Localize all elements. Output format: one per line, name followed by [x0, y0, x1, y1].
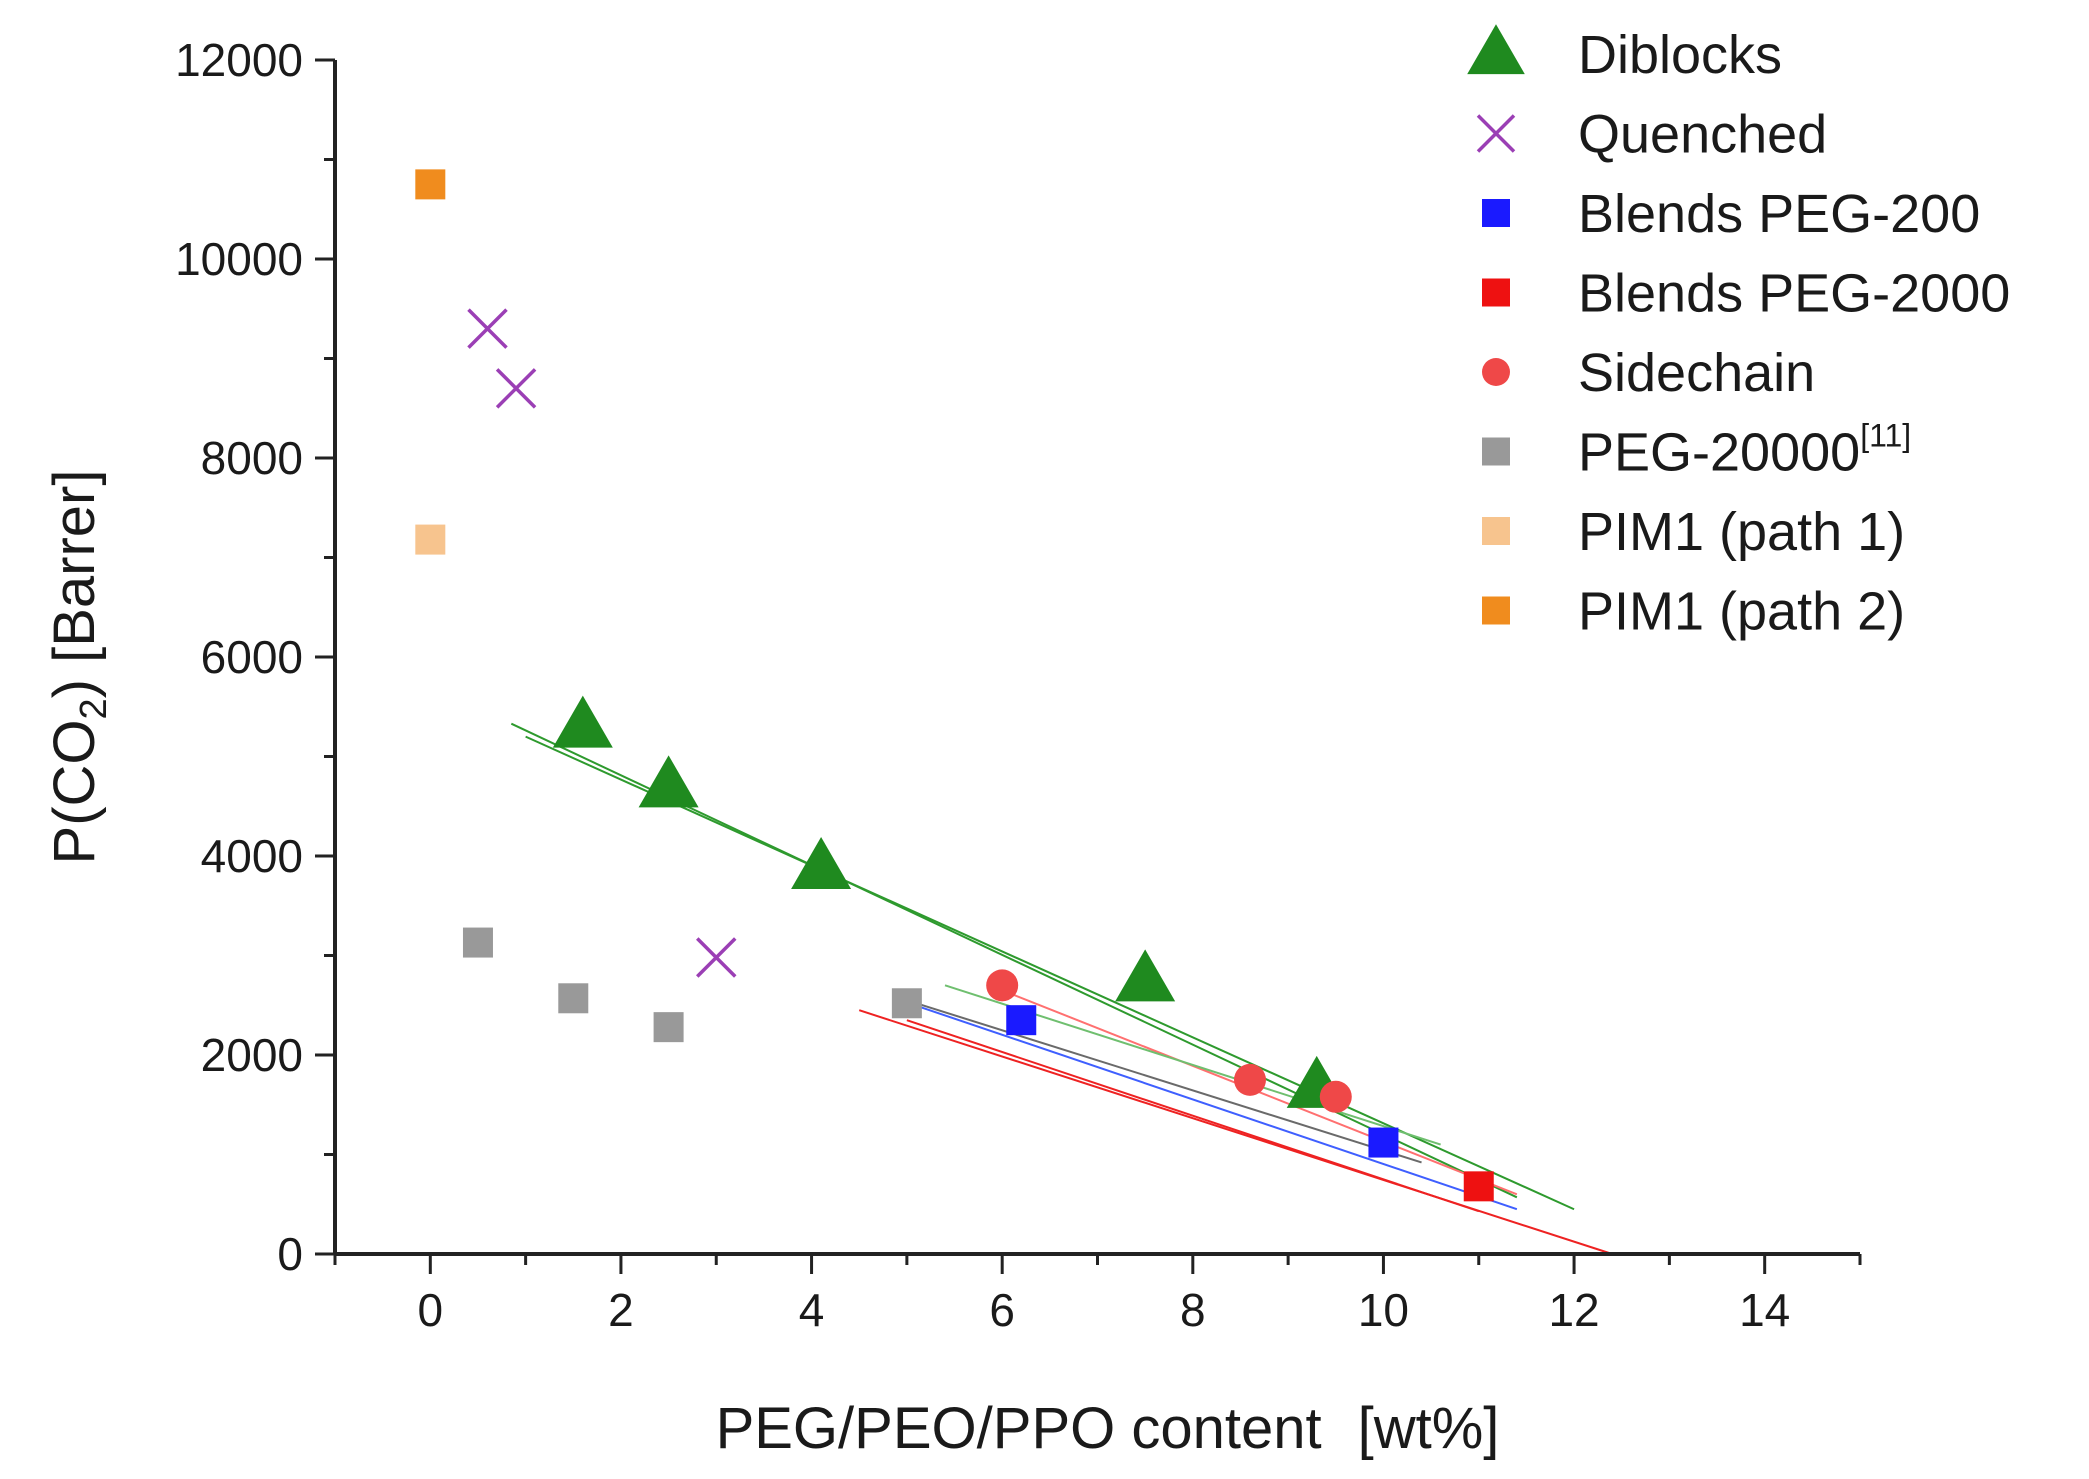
peg2000-fit-a	[858, 1009, 1613, 1255]
x-tick-label: 10	[1358, 1284, 1409, 1336]
pim1-path-1-point	[415, 524, 446, 555]
x-tick-label: 6	[989, 1284, 1015, 1336]
legend-blends-peg-200-marker	[1482, 199, 1510, 227]
peg-20000-point	[653, 1012, 684, 1043]
quenched-point	[696, 937, 737, 978]
legend-pim1-path-2-marker	[1482, 596, 1510, 625]
diblocks-point	[638, 755, 699, 808]
peg2000-fit-b	[906, 1019, 1480, 1213]
blends-peg-2000-point	[1463, 1171, 1494, 1202]
legend-peg-20000-marker	[1482, 437, 1510, 466]
diblocks-point	[552, 695, 613, 748]
y-axis-title: P(CO2) [Barrer]	[42, 470, 115, 865]
diblocks-point	[791, 836, 852, 889]
y-ticks: 0 2000 4000 6000 8000 10000 12000	[175, 34, 335, 1280]
y-tick-label: 10000	[175, 233, 303, 285]
axes: 0 2 4 6 8 10 12 14 0 2000 4000 6000 8000 10000 12000	[175, 34, 1862, 1336]
legend-peg-20000-label: PEG-20000[11]	[1578, 418, 1911, 483]
sidechain-point	[1234, 1063, 1266, 1096]
legend-pim1-path-1-marker	[1482, 517, 1510, 545]
quenched-point	[495, 368, 537, 409]
peg-20000-point	[462, 927, 493, 958]
x-axis-title: PEG/PEO/PPO content [wt%]	[716, 1396, 1500, 1461]
legend-blends-peg-2000-label: Blends PEG-2000	[1578, 264, 2010, 324]
diblocks-fit-b	[525, 735, 1575, 1211]
x-tick-label: 14	[1739, 1284, 1790, 1336]
legend-pim1-path-1-label: PIM1 (path 1)	[1578, 502, 1905, 562]
legend: Diblocks Quenched Blends PEG-200 Blends PEG…	[1467, 24, 2010, 642]
x-tick-label: 4	[799, 1284, 825, 1336]
legend-quenched-marker	[1476, 114, 1516, 153]
legend-sidechain-marker	[1482, 358, 1510, 386]
y-tick-label: 6000	[201, 631, 303, 683]
plot-area	[415, 169, 1613, 1255]
y-tick-label: 0	[277, 1228, 303, 1280]
peg-20000-point	[558, 983, 589, 1014]
x-tick-label: 2	[608, 1284, 634, 1336]
y-tick-label: 4000	[201, 830, 303, 882]
diblocks-point	[1115, 949, 1176, 1002]
data-points	[415, 169, 1494, 1202]
peg-20000-point	[891, 988, 922, 1019]
sidechain-point	[986, 969, 1019, 1002]
sidechain-point	[1319, 1080, 1352, 1113]
x-tick-label: 8	[1180, 1284, 1206, 1336]
legend-quenched-label: Quenched	[1578, 105, 1827, 165]
legend-blends-peg-2000-marker	[1482, 278, 1510, 307]
peg200-fit	[897, 998, 1518, 1211]
y-tick-label: 2000	[201, 1029, 303, 1081]
x-tick-label: 0	[418, 1284, 444, 1336]
blends-peg-200-point	[1368, 1127, 1399, 1158]
peg20000-fit	[906, 999, 1422, 1164]
legend-blends-peg-200-label: Blends PEG-200	[1578, 184, 1980, 244]
y-tick-label: 8000	[201, 432, 303, 484]
legend-diblocks-label: Diblocks	[1578, 25, 1782, 85]
legend-pim1-path-2-label: PIM1 (path 2)	[1578, 582, 1905, 642]
x-tick-label: 12	[1548, 1284, 1599, 1336]
blends-peg-200-point	[1006, 1005, 1037, 1036]
x-ticks: 0 2 4 6 8 10 12 14	[333, 1254, 1862, 1336]
legend-sidechain-label: Sidechain	[1578, 343, 1815, 403]
y-tick-label: 12000	[175, 34, 303, 86]
pim1-path-2-point	[415, 169, 446, 200]
legend-diblocks-marker	[1467, 24, 1525, 75]
quenched-point	[467, 308, 508, 349]
